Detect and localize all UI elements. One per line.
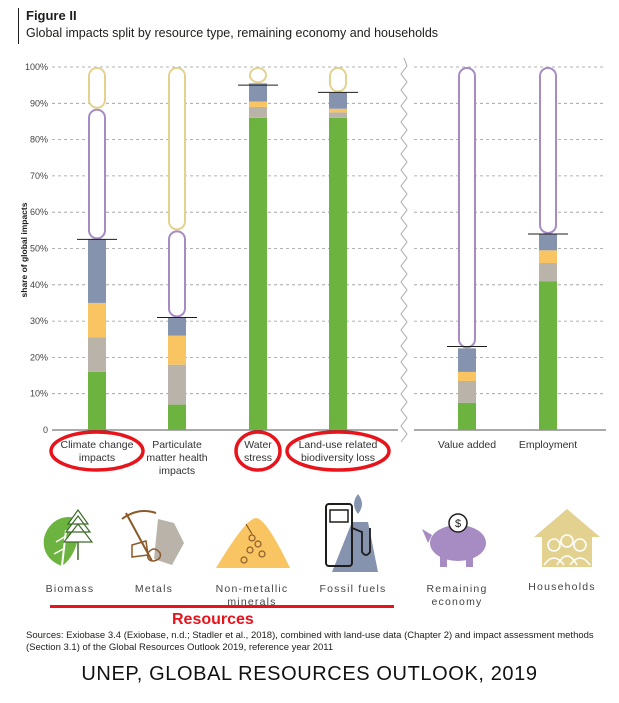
bar-segment bbox=[88, 337, 106, 372]
bar-segment bbox=[168, 404, 186, 430]
y-tick-label: 90% bbox=[30, 98, 48, 108]
sand-pile-icon bbox=[216, 518, 290, 568]
y-tick-label: 20% bbox=[30, 352, 48, 362]
piggy-bank-icon: $ bbox=[422, 513, 486, 567]
icon-label-households: Households bbox=[528, 581, 596, 593]
bar-segment bbox=[329, 92, 347, 109]
category-label: matter health bbox=[146, 452, 207, 464]
bar-segment bbox=[458, 380, 476, 403]
icon-label-economy-line: economy bbox=[431, 596, 483, 608]
bar-segment bbox=[88, 371, 106, 430]
bar-segment bbox=[168, 335, 186, 365]
resources-annotation: Resources bbox=[172, 611, 254, 628]
bar-segment bbox=[88, 108, 106, 240]
bar-segment bbox=[329, 67, 347, 93]
y-axis-label: share of global impacts bbox=[19, 202, 29, 297]
bar-segment bbox=[458, 348, 476, 372]
bar-segment bbox=[88, 239, 106, 303]
bar-segment bbox=[168, 67, 186, 231]
title-accent-bar bbox=[18, 8, 19, 44]
icon-label-minerals-line: Non-metallic bbox=[215, 583, 289, 595]
stacked-bar-chart: 0 10% 20% 30% 40% 50% 60% 70% 80% 90% 100% share of… bbox=[19, 57, 606, 477]
fuel-pump-icon bbox=[325, 494, 378, 572]
icon-label-economy-line: Remaining bbox=[426, 583, 488, 595]
y-tick-label: 30% bbox=[30, 316, 48, 326]
y-tick-label: 50% bbox=[30, 244, 48, 254]
icon-label-biomass: Biomass bbox=[45, 583, 95, 595]
bar-segment bbox=[249, 83, 267, 102]
bar-segment bbox=[458, 371, 476, 381]
bar-segment bbox=[539, 67, 557, 234]
annotation-ellipse bbox=[285, 430, 391, 472]
annotation-ellipse bbox=[49, 430, 145, 472]
sources-note: Sources: Exiobase 3.4 (Exiobase, n.d.; S… bbox=[26, 630, 594, 653]
y-tick-label: 100% bbox=[25, 62, 48, 72]
bar-segment bbox=[168, 364, 186, 405]
bar-segment bbox=[249, 67, 267, 84]
category-label: Climate change bbox=[61, 439, 134, 451]
bar-segment bbox=[458, 402, 476, 430]
bar-segment bbox=[329, 108, 347, 113]
category-label: Water bbox=[244, 439, 272, 451]
icon-label-metals: Metals bbox=[134, 583, 174, 595]
bar-segment bbox=[168, 317, 186, 336]
house-people-icon bbox=[534, 509, 600, 567]
bar-segment bbox=[249, 101, 267, 107]
category-label: Employment bbox=[519, 439, 577, 451]
bar-segment bbox=[249, 117, 267, 430]
category-label: impacts bbox=[79, 452, 115, 464]
bar-segment bbox=[329, 112, 347, 118]
y-tick-label: 40% bbox=[30, 280, 48, 290]
y-tick-label: 80% bbox=[30, 135, 48, 145]
bar-segment bbox=[249, 106, 267, 118]
category-label: stress bbox=[244, 452, 272, 464]
bar-segment bbox=[88, 67, 106, 109]
annotation-ellipse bbox=[234, 430, 282, 472]
y-tick-label: 70% bbox=[30, 171, 48, 181]
category-label: biodiversity loss bbox=[301, 452, 375, 464]
icon-label-fossil: Fossil fuels bbox=[319, 583, 387, 595]
category-label: Value added bbox=[438, 439, 496, 451]
y-tick-label: 60% bbox=[30, 207, 48, 217]
bar-segment bbox=[539, 250, 557, 264]
bar-segment bbox=[539, 233, 557, 251]
bar-segment bbox=[539, 281, 557, 430]
bar-segment bbox=[168, 230, 186, 318]
bar-segment bbox=[458, 67, 476, 349]
resources-underline bbox=[50, 605, 394, 608]
category-label: Land-use related bbox=[299, 439, 378, 451]
category-label: Particulate bbox=[152, 439, 202, 451]
footer-caption: UNEP, GLOBAL RESOURCES OUTLOOK, 2019 bbox=[81, 663, 538, 685]
figure-title: Figure II bbox=[26, 8, 77, 23]
icon-label-economy: Remaining economy bbox=[416, 583, 498, 609]
category-label: impacts bbox=[159, 465, 195, 477]
svg-text:$: $ bbox=[455, 518, 461, 530]
y-tick-label: 0 bbox=[43, 425, 48, 435]
bar-segment bbox=[88, 302, 106, 338]
figure-subtitle: Global impacts split by resource type, r… bbox=[26, 26, 439, 40]
tree-leaf-icon bbox=[43, 508, 94, 567]
axis-break bbox=[400, 57, 408, 443]
bar-segment bbox=[329, 117, 347, 430]
pickaxe-icon bbox=[121, 510, 184, 565]
bar-segment bbox=[539, 263, 557, 282]
y-tick-label: 10% bbox=[30, 389, 48, 399]
